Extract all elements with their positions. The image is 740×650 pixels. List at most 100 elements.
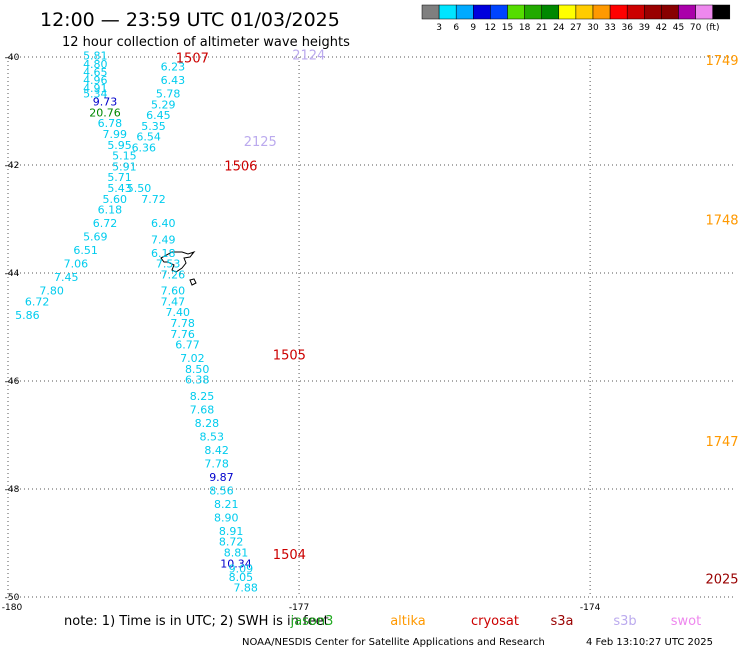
footer-timestamp: 4 Feb 13:10:27 UTC 2025	[586, 637, 713, 648]
wave-height-value: 20.76	[89, 106, 121, 119]
y-tick-label: -42	[5, 161, 20, 171]
wave-height-value: 7.72	[141, 193, 166, 206]
wave-height-value: 6.72	[25, 295, 50, 308]
colorbar-label: 30	[587, 23, 599, 33]
colorbar-label: 39	[639, 23, 651, 33]
wave-height-value: 4.91	[83, 82, 108, 95]
satellite-legend: jason3 altika cryosat s3a s3b swot	[290, 614, 702, 629]
colorbar-label: 6	[453, 23, 459, 33]
colorbar-swatch	[490, 4, 508, 20]
chart-subtitle: 12 hour collection of altimeter wave hei…	[62, 35, 350, 50]
island-small	[189, 278, 197, 286]
y-tick-label: -50	[5, 593, 20, 603]
wave-height-value: 6.45	[146, 109, 171, 122]
colorbar-swatch	[541, 4, 560, 20]
y-tick-label: -46	[5, 377, 20, 387]
wave-height-value: 5.50	[127, 182, 152, 195]
y-tick-label: -40	[5, 53, 20, 63]
satellite-legend-entry: cryosat	[471, 614, 519, 629]
wave-height-value: 9.87	[209, 471, 234, 484]
wave-height-value: 7.88	[233, 582, 258, 595]
pass-number-label: 1748	[705, 213, 738, 228]
footer-note: note: 1) Time is in UTC; 2) SWH is in fe…	[64, 614, 329, 629]
y-tick-label: -48	[5, 485, 20, 495]
wave-height-value: 7.53	[156, 258, 181, 271]
colorbar-label: 18	[519, 23, 531, 33]
colorbar-swatch	[644, 4, 662, 20]
wave-height-value: 6.78	[98, 117, 123, 130]
colorbar-swatch	[678, 4, 696, 20]
wave-height-value: 6.40	[151, 217, 176, 230]
wave-height-value: 7.49	[151, 233, 176, 246]
satellite-legend-entry: swot	[671, 614, 701, 629]
wave-height-value: 6.38	[185, 374, 210, 387]
wave-height-value: 7.60	[161, 285, 186, 298]
wave-height-value: 8.42	[204, 444, 229, 457]
colorbar-swatch	[558, 4, 577, 20]
wave-height-value: 5.35	[141, 120, 166, 133]
colorbar-label: 3	[436, 23, 442, 33]
pass-number-label: 2125	[244, 135, 277, 150]
wave-height-value: 4.65	[83, 66, 108, 79]
wave-height-value: 5.95	[107, 139, 132, 152]
wave-height-value: 5.34	[83, 88, 108, 101]
colorbar-label: 27	[570, 23, 581, 33]
wave-height-value: 5.69	[83, 231, 108, 244]
colorbar-label: 33	[604, 23, 615, 33]
y-tick-label: -44	[5, 269, 20, 279]
wave-height-value: 7.40	[166, 306, 191, 319]
x-tick-label: -180	[2, 603, 23, 613]
wave-height-value: 8.28	[195, 417, 220, 430]
colorbar-label: 15	[502, 23, 513, 33]
pass-number-label: 1504	[273, 548, 306, 563]
wave-height-value: 7.78	[204, 457, 229, 470]
wave-height-value: 5.86	[15, 309, 40, 322]
pass-number-label: 1749	[705, 54, 738, 69]
wave-height-value: 5.29	[151, 98, 176, 111]
x-tick-label: -174	[580, 603, 601, 613]
pass-labels: 1507 2124 2125 1506 1505 1504 1749 1748 1747 2025	[176, 49, 739, 588]
wave-height-value: 6.51	[73, 244, 98, 257]
satellite-legend-entry: s3b	[613, 614, 636, 629]
wave-height-value: 8.50	[185, 363, 210, 376]
wave-height-value: 7.99	[102, 128, 127, 141]
wave-height-value: 7.78	[170, 317, 195, 330]
colorbar-label: 70	[690, 23, 702, 33]
wave-height-value: 6.18	[98, 204, 123, 217]
wave-height-value: 8.72	[219, 536, 244, 549]
satellite-legend-entry: altika	[390, 614, 426, 629]
wave-height-value: 6.36	[132, 142, 157, 155]
colorbar-swatch	[421, 4, 440, 20]
wave-height-value: 7.76	[170, 328, 195, 341]
wave-height-value: 8.53	[199, 430, 224, 443]
x-tick-label: -177	[289, 603, 309, 613]
pass-number-label: 1505	[273, 348, 306, 363]
colorbar-label: (ft)	[706, 23, 720, 33]
wave-height-value: 5.91	[112, 160, 137, 173]
colorbar-swatch	[507, 4, 525, 20]
axis-tick-labels: -180-177-174-171-168-40-42-44-46-48-50	[2, 53, 601, 613]
wave-height-value: 8.90	[214, 511, 239, 524]
satellite-legend-entry: s3a	[550, 614, 573, 629]
pass-number-label: 1747	[705, 435, 738, 450]
colorbar-label: 36	[621, 23, 633, 33]
colorbar-swatch	[712, 4, 731, 20]
wave-height-value: 8.56	[209, 484, 234, 497]
wave-height-values: 5.814.804.654.964.915.349.7320.766.787.9…	[15, 50, 258, 595]
colorbar-swatch	[438, 4, 457, 20]
wave-height-value: 5.15	[112, 150, 137, 163]
wave-height-value: 8.25	[190, 390, 215, 403]
wave-height-value: 4.96	[83, 74, 108, 87]
wave-height-value: 8.81	[224, 547, 249, 560]
colorbar-label: 9	[470, 23, 476, 33]
wave-height-value: 6.77	[175, 339, 200, 352]
wave-height-value: 6.23	[161, 61, 186, 74]
wave-height-value: 7.47	[161, 295, 186, 308]
wave-height-value: 7.02	[180, 352, 205, 365]
island-main	[160, 250, 196, 273]
colorbar-swatch	[473, 4, 491, 20]
wave-height-value: 8.05	[229, 571, 254, 584]
wave-height-value: 7.06	[64, 258, 89, 271]
wave-height-value: 9.73	[93, 96, 118, 109]
colorbar-legend: 3 6 9 12 15 18 21 24 27 30 33 36 39 42 45 70 (ft)	[421, 4, 731, 33]
